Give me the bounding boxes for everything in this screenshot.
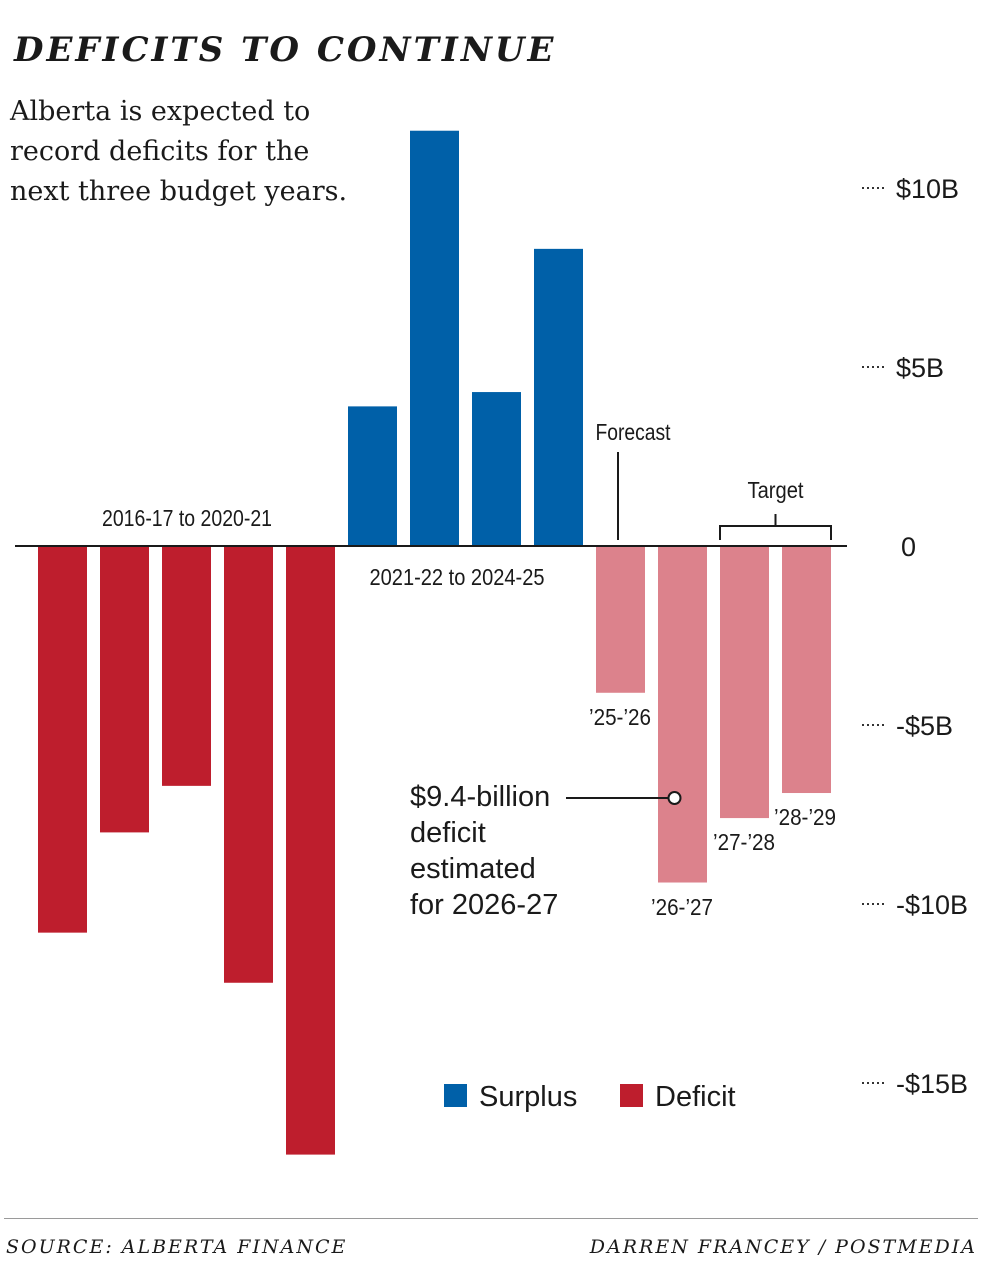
bar-chart: $10B $5B 0 -$5B -$10B -$15B 2016-17 to 2020-21… — [15, 130, 968, 1155]
y-tick-label: -$10B — [896, 890, 968, 920]
target-label: Target — [748, 477, 805, 503]
group-label-2021-2025: 2021-22 to 2024-25 — [370, 564, 545, 590]
bar-2024-25 — [534, 248, 583, 547]
y-tick-label: $5B — [896, 353, 944, 383]
annotation-text-line: estimated — [410, 853, 536, 885]
bar-2016-17 — [38, 546, 87, 933]
bar-2018-19 — [162, 546, 211, 786]
legend-swatch-surplus — [444, 1084, 467, 1107]
annotation-dot — [667, 791, 682, 805]
bar-2020-21 — [286, 546, 335, 1155]
y-tick-label: $10B — [896, 174, 959, 204]
annotation-text-line: deficit — [410, 817, 486, 849]
annotation-text-line: $9.4-billion — [410, 781, 550, 813]
y-tick-label: -$5B — [896, 711, 953, 741]
bar-2023-24 — [472, 392, 521, 546]
legend-label-surplus: Surplus — [479, 1081, 577, 1113]
author-credit: DARREN FRANCEY / POSTMEDIA — [589, 1236, 977, 1258]
target-bracket — [719, 514, 832, 540]
bar-2019-20 — [224, 546, 273, 983]
footer-divider — [4, 1218, 978, 1219]
bar-2022-23 — [410, 130, 459, 546]
group-label-2016-2021: 2016-17 to 2020-21 — [102, 505, 272, 531]
bar-label-2026-27: ’26-’27 — [651, 894, 713, 920]
y-tick-label: -$15B — [896, 1069, 968, 1099]
chart-title: DEFICITS TO CONTINUE — [14, 30, 557, 70]
bar-2017-18 — [100, 546, 149, 833]
source-credit: SOURCE: ALBERTA FINANCE — [6, 1236, 348, 1258]
y-tick-label: 0 — [901, 532, 916, 562]
annotation-text-line: for 2026-27 — [410, 889, 558, 921]
bar-label-2027-28: ’27-’28 — [713, 829, 775, 855]
bar-label-2028-29: ’28-’29 — [774, 804, 836, 830]
bar-2025-26 — [596, 546, 645, 693]
bar-2028-29 — [782, 546, 831, 794]
legend-label-deficit: Deficit — [655, 1081, 736, 1113]
chart-subtitle: Alberta is expected to record deficits f… — [10, 96, 348, 207]
legend-swatch-deficit — [620, 1084, 643, 1107]
bar-label-2025-26: ’25-’26 — [589, 704, 651, 730]
forecast-label: Forecast — [596, 419, 672, 445]
bar-2026-27 — [658, 546, 707, 883]
bar-2021-22 — [348, 406, 397, 546]
bar-2027-28 — [720, 546, 769, 819]
